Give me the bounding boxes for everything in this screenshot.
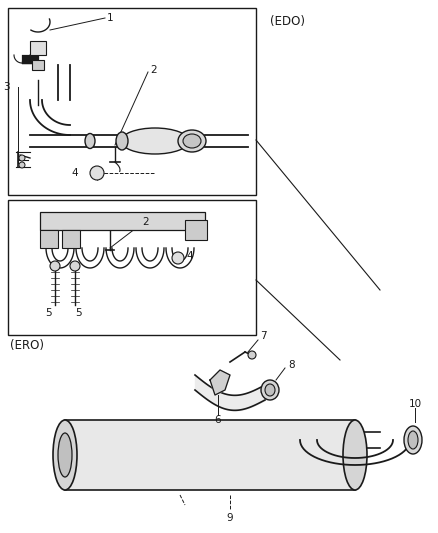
Bar (32, 60, 44, 70)
Bar (40, 212, 205, 230)
Text: 10: 10 (409, 399, 421, 409)
Text: 8: 8 (288, 360, 295, 370)
Ellipse shape (53, 420, 77, 490)
Circle shape (70, 261, 80, 271)
Text: (EDO): (EDO) (270, 15, 305, 28)
Ellipse shape (183, 134, 201, 148)
Text: 4: 4 (71, 168, 78, 178)
Bar (62, 230, 80, 248)
Ellipse shape (404, 426, 422, 454)
Text: 1: 1 (107, 13, 113, 23)
Ellipse shape (178, 130, 206, 152)
Bar (30, 41, 46, 55)
Circle shape (90, 166, 104, 180)
Text: 5: 5 (75, 308, 81, 318)
Text: 2: 2 (150, 65, 157, 75)
Ellipse shape (116, 132, 128, 150)
Circle shape (19, 155, 25, 161)
Text: 3: 3 (4, 82, 10, 92)
Bar (8, 200, 256, 335)
Ellipse shape (121, 128, 189, 154)
Ellipse shape (343, 420, 367, 490)
Text: 2: 2 (142, 217, 148, 227)
Ellipse shape (261, 380, 279, 400)
Circle shape (50, 261, 60, 271)
Ellipse shape (58, 433, 72, 477)
Bar (65, 420, 355, 490)
Text: 7: 7 (260, 331, 267, 341)
Circle shape (248, 351, 256, 359)
Bar (40, 230, 58, 248)
Text: 5: 5 (45, 308, 51, 318)
Ellipse shape (265, 384, 275, 396)
Circle shape (172, 252, 184, 264)
Bar (8, 8, 256, 195)
Text: (ERO): (ERO) (10, 338, 44, 351)
Bar (185, 220, 207, 240)
Polygon shape (210, 370, 230, 395)
Text: 4: 4 (186, 251, 193, 261)
Ellipse shape (408, 431, 418, 449)
Circle shape (19, 162, 25, 168)
Ellipse shape (85, 133, 95, 149)
Text: 9: 9 (227, 513, 233, 523)
Text: 6: 6 (215, 415, 221, 425)
